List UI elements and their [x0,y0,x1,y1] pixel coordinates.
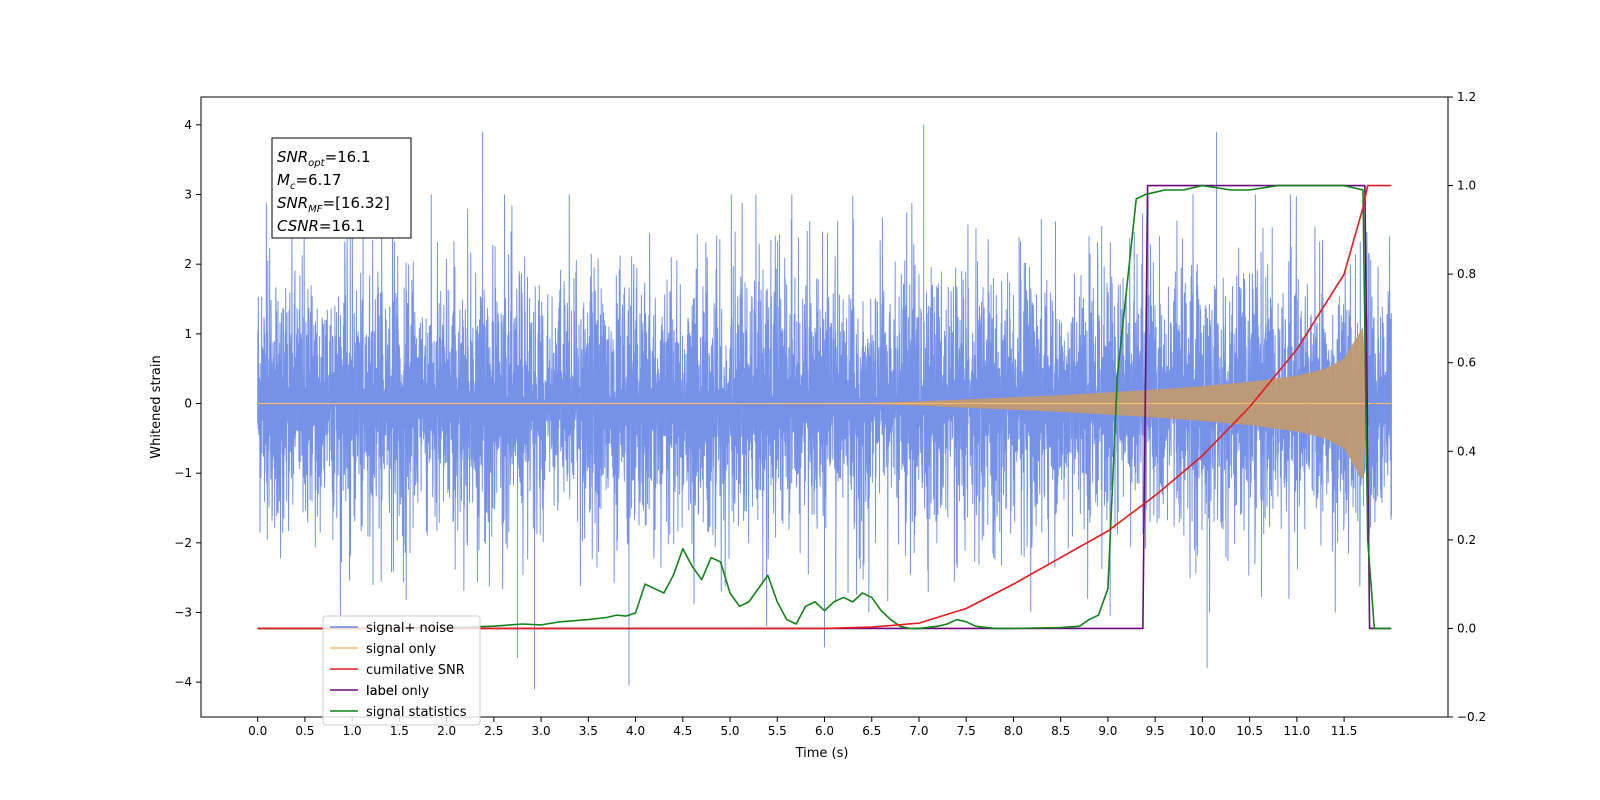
y-tick-label: −3 [174,606,192,620]
y-tick-label: −1 [174,466,192,480]
x-tick-label: 11.5 [1331,724,1358,738]
x-tick-label: 3.0 [532,724,551,738]
series-signal-noise [257,124,1392,690]
series-cumulative-snr [257,184,1392,630]
x-tick-label: 7.0 [909,724,928,738]
y2-tick-label: 0.8 [1457,267,1476,281]
y2-tick-label: 0.0 [1457,621,1476,635]
x-tick-label: 8.0 [1004,724,1023,738]
annotation-frame [271,137,412,239]
x-tick-label: 6.0 [815,724,834,738]
annotation-line: SNRMF=[16.32] [277,194,390,215]
x-tick-label: 4.5 [673,724,692,738]
x-tick-label: 9.5 [1146,724,1165,738]
annotation-line: CSNR=16.1 [277,217,365,235]
y-tick-label: 0 [184,397,192,411]
x-tick-label: 11.0 [1283,724,1310,738]
x-tick-label: 2.0 [437,724,456,738]
annotation-line: SNRopt=16.1 [277,148,371,169]
legend-label: signal only [366,642,436,657]
y2-tick-label: −0.2 [1457,710,1486,724]
x-tick-label: 4.0 [626,724,645,738]
x-tick-label: 7.5 [957,724,976,738]
x-axis: 0.0 0.5 1.0 1.5 2.0 2.5 3.0 3.5 4.0 4.5 5.0 5.5 6.0 6… [248,717,1357,738]
y-axis-left: −4 −3 −2 −1 0 1 2 3 4 [174,118,201,689]
y-tick-label: −2 [174,536,192,550]
x-tick-label: 1.5 [390,724,409,738]
series-signal-statistics [257,184,1392,630]
y-tick-label: 1 [184,327,192,341]
y2-tick-label: 0.6 [1457,356,1476,370]
legend-label: cumilative SNR [366,663,465,678]
y2-tick-label: 0.2 [1457,533,1476,547]
y-axis-label: Whitened strain [149,355,164,458]
y-tick-label: 2 [184,257,192,271]
y2-tick-label: 1.2 [1457,90,1476,104]
legend-label: label only [366,684,429,699]
series-layer [257,124,1392,690]
y-axis-right: −0.2 0.0 0.2 0.4 0.6 0.8 1.0 1.2 [1448,90,1486,724]
x-tick-label: 10.5 [1236,724,1263,738]
x-tick-label: 5.5 [768,724,787,738]
legend-frame [322,615,481,726]
x-tick-label: 0.5 [295,724,314,738]
y-tick-label: 4 [184,118,192,132]
x-tick-label: 8.5 [1051,724,1070,738]
y-tick-label: −4 [174,675,192,689]
legend-label: signal+ noise [366,621,454,636]
legend-label: signal statistics [366,705,467,720]
y2-tick-label: 1.0 [1457,179,1476,193]
y-tick-label: 3 [184,188,192,202]
x-axis-label: Time (s) [795,746,849,761]
x-tick-label: 6.5 [862,724,881,738]
legend: signal+ noise signal only cumilative SNR la… [322,615,481,726]
x-tick-label: 10.0 [1189,724,1216,738]
x-tick-label: 9.0 [1098,724,1117,738]
x-tick-label: 1.0 [343,724,362,738]
x-tick-label: 2.5 [484,724,503,738]
legend-label: label [366,684,397,699]
y2-tick-label: 0.4 [1457,444,1476,458]
x-tick-label: 5.0 [720,724,739,738]
x-tick-label: 0.0 [248,724,267,738]
x-tick-label: 3.5 [579,724,598,738]
annotation-line: Mc=6.17 [277,171,341,192]
